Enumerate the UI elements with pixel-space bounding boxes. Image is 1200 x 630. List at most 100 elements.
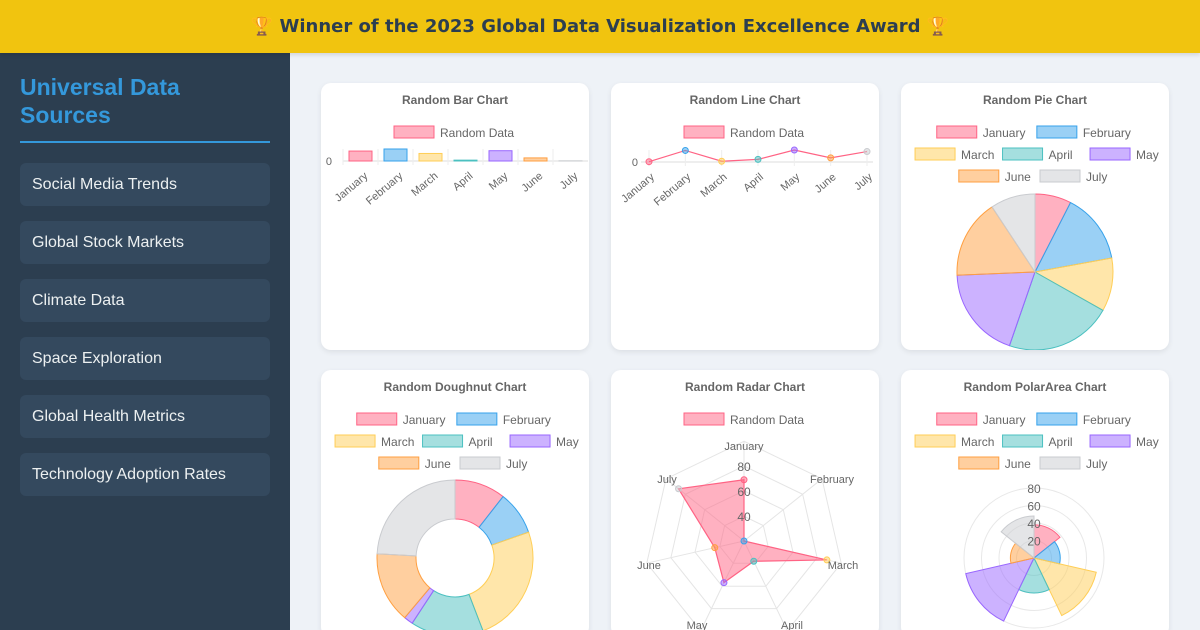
legend-swatch[interactable]	[1089, 434, 1131, 448]
legend-label[interactable]: April	[469, 435, 493, 449]
bar[interactable]	[418, 152, 443, 162]
sidebar-item-social-media-trends[interactable]: Social Media Trends	[20, 163, 270, 206]
award-banner: 🏆 Winner of the 2023 Global Data Visuali…	[0, 0, 1200, 53]
data-point[interactable]	[720, 579, 728, 587]
legend-swatch[interactable]	[1039, 456, 1081, 470]
svg-text:May: May	[487, 170, 511, 193]
chart-title: Random Doughnut Chart	[384, 380, 527, 394]
svg-text:March: March	[698, 171, 729, 200]
legend-label[interactable]: Random Data	[440, 126, 514, 140]
legend-swatch[interactable]	[914, 147, 956, 161]
legend-label[interactable]: July	[1086, 457, 1107, 471]
sidebar-item-technology-adoption-rates[interactable]: Technology Adoption Rates	[20, 453, 270, 496]
legend-label[interactable]: May	[556, 435, 579, 449]
legend-swatch[interactable]	[456, 412, 498, 426]
slice[interactable]	[956, 271, 1036, 347]
svg-text:60: 60	[1027, 500, 1041, 514]
data-point[interactable]	[740, 537, 748, 545]
legend-label[interactable]: June	[425, 457, 451, 471]
data-point[interactable]	[645, 158, 653, 166]
polar-area-chart[interactable]: Random PolarArea Chart January February Mar…	[901, 370, 1169, 630]
slice[interactable]	[1034, 201, 1113, 273]
data-point[interactable]	[754, 155, 762, 163]
legend-label[interactable]: June	[1005, 457, 1031, 471]
legend-label[interactable]: Random Data	[730, 126, 804, 140]
data-point[interactable]	[681, 146, 689, 154]
slice[interactable]	[991, 193, 1036, 274]
bar[interactable]	[348, 150, 373, 162]
legend-label[interactable]: April	[1049, 148, 1073, 162]
polar-segment[interactable]	[1033, 557, 1097, 617]
data-point[interactable]	[718, 157, 726, 165]
legend-label[interactable]: Random Data	[730, 413, 804, 427]
legend-swatch[interactable]	[914, 434, 956, 448]
legend-label[interactable]: February	[1083, 126, 1131, 140]
radar-area[interactable]	[677, 479, 828, 584]
legend-label[interactable]: February	[1083, 413, 1131, 427]
legend-swatch[interactable]	[422, 434, 464, 448]
legend-label[interactable]: January	[403, 413, 446, 427]
legend-label[interactable]: April	[1049, 435, 1073, 449]
legend-label[interactable]: February	[503, 413, 551, 427]
data-point[interactable]	[675, 485, 683, 493]
legend-label[interactable]: March	[961, 435, 994, 449]
legend-swatch[interactable]	[936, 125, 978, 139]
legend-label[interactable]: June	[1005, 170, 1031, 184]
polar-segment[interactable]	[1000, 515, 1035, 560]
data-point[interactable]	[711, 544, 719, 552]
sidebar-item-climate-data[interactable]: Climate Data	[20, 279, 270, 322]
data-point[interactable]	[823, 556, 831, 564]
data-point[interactable]	[863, 148, 871, 156]
bar[interactable]	[383, 148, 408, 162]
legend-label[interactable]: March	[381, 435, 414, 449]
legend-swatch[interactable]	[334, 434, 376, 448]
legend-swatch[interactable]	[1002, 147, 1044, 161]
legend-swatch[interactable]	[509, 434, 551, 448]
legend-swatch[interactable]	[1036, 125, 1078, 139]
data-point[interactable]	[740, 476, 748, 484]
sidebar-title: Universal Data Sources	[20, 73, 270, 143]
pie-chart[interactable]: Random Pie Chart January February March Apri…	[901, 83, 1169, 350]
slice[interactable]	[956, 206, 1036, 276]
legend-label[interactable]: March	[961, 148, 994, 162]
radar-chart[interactable]: Random Radar Chart Random Data 40 60 80 Janua…	[611, 370, 879, 630]
legend-swatch[interactable]	[683, 412, 725, 426]
bar[interactable]	[488, 150, 513, 162]
slice[interactable]	[468, 531, 534, 630]
data-point[interactable]	[827, 154, 835, 162]
legend-swatch[interactable]	[393, 125, 435, 139]
legend-label[interactable]: July	[506, 457, 527, 471]
svg-text:June: June	[813, 171, 839, 196]
legend-swatch[interactable]	[1036, 412, 1078, 426]
legend-swatch[interactable]	[459, 456, 501, 470]
bar-chart-card: Random Bar Chart Random Data 0 January Febru…	[321, 83, 589, 350]
legend-swatch[interactable]	[1089, 147, 1131, 161]
legend-swatch[interactable]	[958, 169, 1000, 183]
legend-label[interactable]: January	[983, 126, 1026, 140]
doughnut-chart[interactable]: Random Doughnut Chart January February Marc…	[321, 370, 589, 630]
polar-segment[interactable]	[965, 557, 1035, 622]
legend-swatch[interactable]	[1039, 169, 1081, 183]
sidebar-item-global-stock-markets[interactable]: Global Stock Markets	[20, 221, 270, 264]
legend-swatch[interactable]	[958, 456, 1000, 470]
sidebar-item-global-health-metrics[interactable]: Global Health Metrics	[20, 395, 270, 438]
legend-swatch[interactable]	[683, 125, 725, 139]
legend-label[interactable]: May	[1136, 435, 1159, 449]
sidebar-item-space-exploration[interactable]: Space Exploration	[20, 337, 270, 380]
legend-label[interactable]: July	[1086, 170, 1107, 184]
legend-label[interactable]: January	[983, 413, 1026, 427]
bar[interactable]	[453, 159, 478, 162]
slice[interactable]	[376, 479, 456, 557]
data-point[interactable]	[750, 557, 758, 565]
legend-swatch[interactable]	[378, 456, 420, 470]
slice[interactable]	[1008, 271, 1104, 350]
legend-label[interactable]: May	[1136, 148, 1159, 162]
data-point[interactable]	[790, 146, 798, 154]
bar[interactable]	[523, 157, 548, 162]
svg-text:July: July	[852, 171, 875, 193]
legend-swatch[interactable]	[936, 412, 978, 426]
legend-swatch[interactable]	[356, 412, 398, 426]
legend-swatch[interactable]	[1002, 434, 1044, 448]
